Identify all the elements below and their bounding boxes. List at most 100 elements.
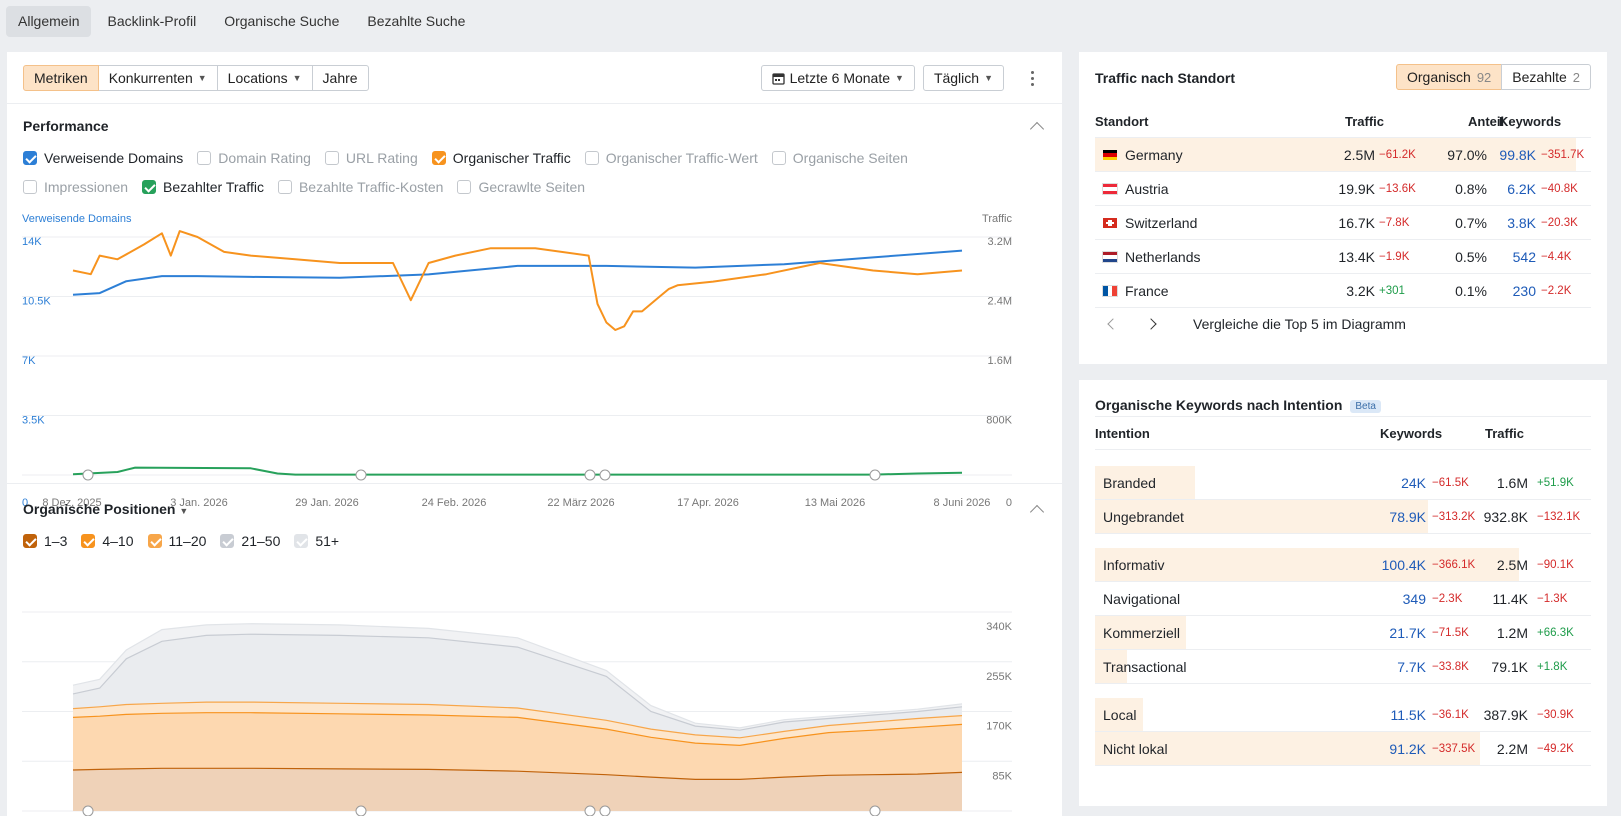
table-row[interactable]: Germany 2.5M −61.2K 97.0% 99.8K −351.7K bbox=[1095, 138, 1591, 172]
jahre-button[interactable]: Jahre bbox=[311, 65, 369, 91]
keywords-value[interactable]: 7.7K bbox=[1397, 659, 1426, 675]
country-name[interactable]: Netherlands bbox=[1125, 249, 1201, 265]
table-row[interactable]: Transactional 7.7K −33.8K 79.1K +1.8K bbox=[1095, 650, 1591, 684]
keywords-value[interactable]: 91.2K bbox=[1389, 741, 1426, 757]
checkbox-bezahlte-traffic-kosten[interactable]: Bezahlte Traffic-Kosten bbox=[277, 179, 443, 195]
legend-51-plus[interactable]: 51+ bbox=[294, 533, 339, 549]
keywords-value[interactable]: 230 bbox=[1512, 283, 1536, 299]
traffic-value: 79.1K bbox=[1491, 659, 1528, 675]
col-keywords[interactable]: Keywords bbox=[1380, 426, 1443, 441]
legend-21-50[interactable]: 21–50 bbox=[220, 533, 280, 549]
flag-icon bbox=[1102, 285, 1118, 297]
area-line bbox=[72, 767, 963, 780]
checkbox-domain-rating[interactable]: Domain Rating bbox=[197, 150, 311, 166]
legend-1-3[interactable]: 1–3 bbox=[23, 533, 67, 549]
checkbox-organischer-traffic[interactable]: Organischer Traffic bbox=[431, 150, 571, 166]
positions-legend: 1–3 4–10 11–20 21–50 51+ bbox=[23, 533, 353, 549]
date-range-dropdown[interactable]: Letzte 6 Monate ▼ bbox=[760, 65, 915, 91]
metriken-button[interactable]: Metriken bbox=[23, 65, 99, 91]
tab-organische-suche[interactable]: Organische Suche bbox=[224, 13, 340, 29]
checkbox-gecrawlte-seiten[interactable]: Gecrawlte Seiten bbox=[457, 179, 585, 195]
google-update-marker bbox=[355, 469, 367, 481]
next-page-icon[interactable] bbox=[1145, 318, 1157, 330]
legend-11-20[interactable]: 11–20 bbox=[147, 533, 206, 549]
table-row[interactable]: Informativ 100.4K −366.1K 2.5M −90.1K bbox=[1095, 548, 1591, 582]
table-row[interactable]: Switzerland 16.7K −7.8K 0.7% 3.8K −20.3K bbox=[1095, 206, 1591, 240]
divider bbox=[7, 103, 1062, 104]
table-row[interactable]: Branded 24K −61.5K 1.6M +51.9K bbox=[1095, 466, 1591, 500]
table-header: Standort Traffic Anteil Keywords bbox=[1095, 104, 1591, 138]
right-axis-title: Traffic bbox=[982, 213, 1012, 225]
country-name[interactable]: Switzerland bbox=[1125, 215, 1198, 231]
keywords-value[interactable]: 24K bbox=[1401, 475, 1426, 491]
keywords-value[interactable]: 6.2K bbox=[1507, 181, 1536, 197]
tab-backlink-profil[interactable]: Backlink-Profil bbox=[107, 13, 197, 29]
paid-label: Bezahlte bbox=[1512, 69, 1567, 85]
checkbox-label: Organischer Traffic-Wert bbox=[605, 150, 758, 166]
table-row[interactable]: Navigational 349 −2.3K 11.4K −1.3K bbox=[1095, 582, 1591, 616]
compare-top5-link[interactable]: Vergleiche die Top 5 im Diagramm bbox=[1193, 316, 1406, 332]
country-name[interactable]: France bbox=[1125, 283, 1169, 299]
intent-panel: Organische Keywords nach Intention Beta I… bbox=[1079, 380, 1607, 806]
checkbox-impressionen[interactable]: Impressionen bbox=[23, 179, 128, 195]
traffic-value: 3.2K bbox=[1346, 283, 1375, 299]
table-row[interactable]: Austria 19.9K −13.6K 0.8% 6.2K −40.8K bbox=[1095, 172, 1591, 206]
locations-dropdown[interactable]: Locations ▼ bbox=[216, 65, 313, 91]
checkbox-url-rating[interactable]: URL Rating bbox=[324, 150, 418, 166]
keywords-delta: −313.2K bbox=[1432, 511, 1476, 523]
tab-allgemein[interactable]: Allgemein bbox=[6, 6, 92, 37]
keywords-value[interactable]: 100.4K bbox=[1381, 557, 1426, 573]
checkbox-organischer-traffic-wert[interactable]: Organischer Traffic-Wert bbox=[584, 150, 758, 166]
checkbox-organische-seiten[interactable]: Organische Seiten bbox=[771, 150, 908, 166]
traffic-location-panel: Traffic nach Standort Organisch 92 Bezahl… bbox=[1079, 52, 1607, 364]
paid-toggle[interactable]: Bezahlte 2 bbox=[1501, 64, 1591, 90]
table-row[interactable]: Nicht lokal 91.2K −337.5K 2.2M −49.2K bbox=[1095, 732, 1591, 766]
jahre-label: Jahre bbox=[322, 70, 358, 86]
keywords-value[interactable]: 3.8K bbox=[1507, 215, 1536, 231]
legend-4-10[interactable]: 4–10 bbox=[81, 533, 134, 549]
keywords-value[interactable]: 349 bbox=[1402, 591, 1426, 607]
table-row[interactable]: Ungebrandet 78.9K −313.2K 932.8K −132.1K bbox=[1095, 500, 1591, 534]
col-intention[interactable]: Intention bbox=[1095, 426, 1150, 441]
keywords-value[interactable]: 21.7K bbox=[1389, 625, 1426, 641]
col-anteil[interactable]: Anteil bbox=[1468, 114, 1505, 129]
area-line bbox=[72, 712, 963, 747]
traffic-value: 2.5M bbox=[1496, 557, 1528, 573]
divider bbox=[7, 483, 1062, 484]
col-standort[interactable]: Standort bbox=[1095, 114, 1149, 129]
checkbox-bezahlter-traffic[interactable]: Bezahlter Traffic bbox=[142, 179, 264, 195]
positions-title[interactable]: Organische Positionen ▼ bbox=[23, 501, 188, 517]
table-row[interactable]: Local 11.5K −36.1K 387.9K −30.9K bbox=[1095, 698, 1591, 732]
col-traffic[interactable]: Traffic bbox=[1485, 426, 1525, 441]
konkurrenten-dropdown[interactable]: Konkurrenten ▼ bbox=[97, 65, 218, 91]
interval-dropdown[interactable]: Täglich ▼ bbox=[922, 65, 1004, 91]
keywords-value[interactable]: 542 bbox=[1512, 249, 1536, 265]
collapse-icon[interactable] bbox=[1029, 121, 1045, 137]
traffic-location-table: Standort Traffic Anteil Keywords Germany… bbox=[1095, 104, 1591, 316]
table-row[interactable]: Netherlands 13.4K −1.9K 0.5% 542 −4.4K bbox=[1095, 240, 1591, 274]
series-line bbox=[72, 249, 963, 296]
flag-icon bbox=[1103, 150, 1117, 160]
table-row[interactable]: France 3.2K +301 0.1% 230 −2.2K bbox=[1095, 274, 1591, 308]
keywords-value[interactable]: 78.9K bbox=[1389, 509, 1426, 525]
keywords-value[interactable]: 99.8K bbox=[1499, 147, 1536, 163]
table-row[interactable]: Kommerziell 21.7K −71.5K 1.2M +66.3K bbox=[1095, 616, 1591, 650]
google-update-marker bbox=[82, 805, 94, 816]
checkbox-verweisende-domains[interactable]: Verweisende Domains bbox=[23, 150, 183, 166]
traffic-delta: −1.3K bbox=[1537, 593, 1568, 605]
country-name[interactable]: Austria bbox=[1125, 181, 1169, 197]
x-tick: 8 Juni 2026 bbox=[934, 497, 991, 509]
country-name[interactable]: Germany bbox=[1125, 147, 1183, 163]
performance-chart: Verweisende Domains Traffic 0 0 3.5K 800K 7K 1.… bbox=[22, 213, 1013, 509]
x-tick: 29 Jan. 2026 bbox=[295, 497, 359, 509]
col-traffic[interactable]: Traffic bbox=[1345, 114, 1385, 129]
traffic-delta: −61.2K bbox=[1379, 149, 1416, 161]
intent-name: Nicht lokal bbox=[1103, 741, 1168, 757]
keywords-value[interactable]: 11.5K bbox=[1390, 707, 1426, 723]
col-keywords[interactable]: Keywords bbox=[1499, 114, 1562, 129]
prev-page-icon[interactable] bbox=[1107, 318, 1119, 330]
tab-bezahlte-suche[interactable]: Bezahlte Suche bbox=[367, 13, 466, 29]
more-options-icon[interactable] bbox=[1025, 65, 1039, 91]
organic-toggle[interactable]: Organisch 92 bbox=[1396, 64, 1503, 90]
